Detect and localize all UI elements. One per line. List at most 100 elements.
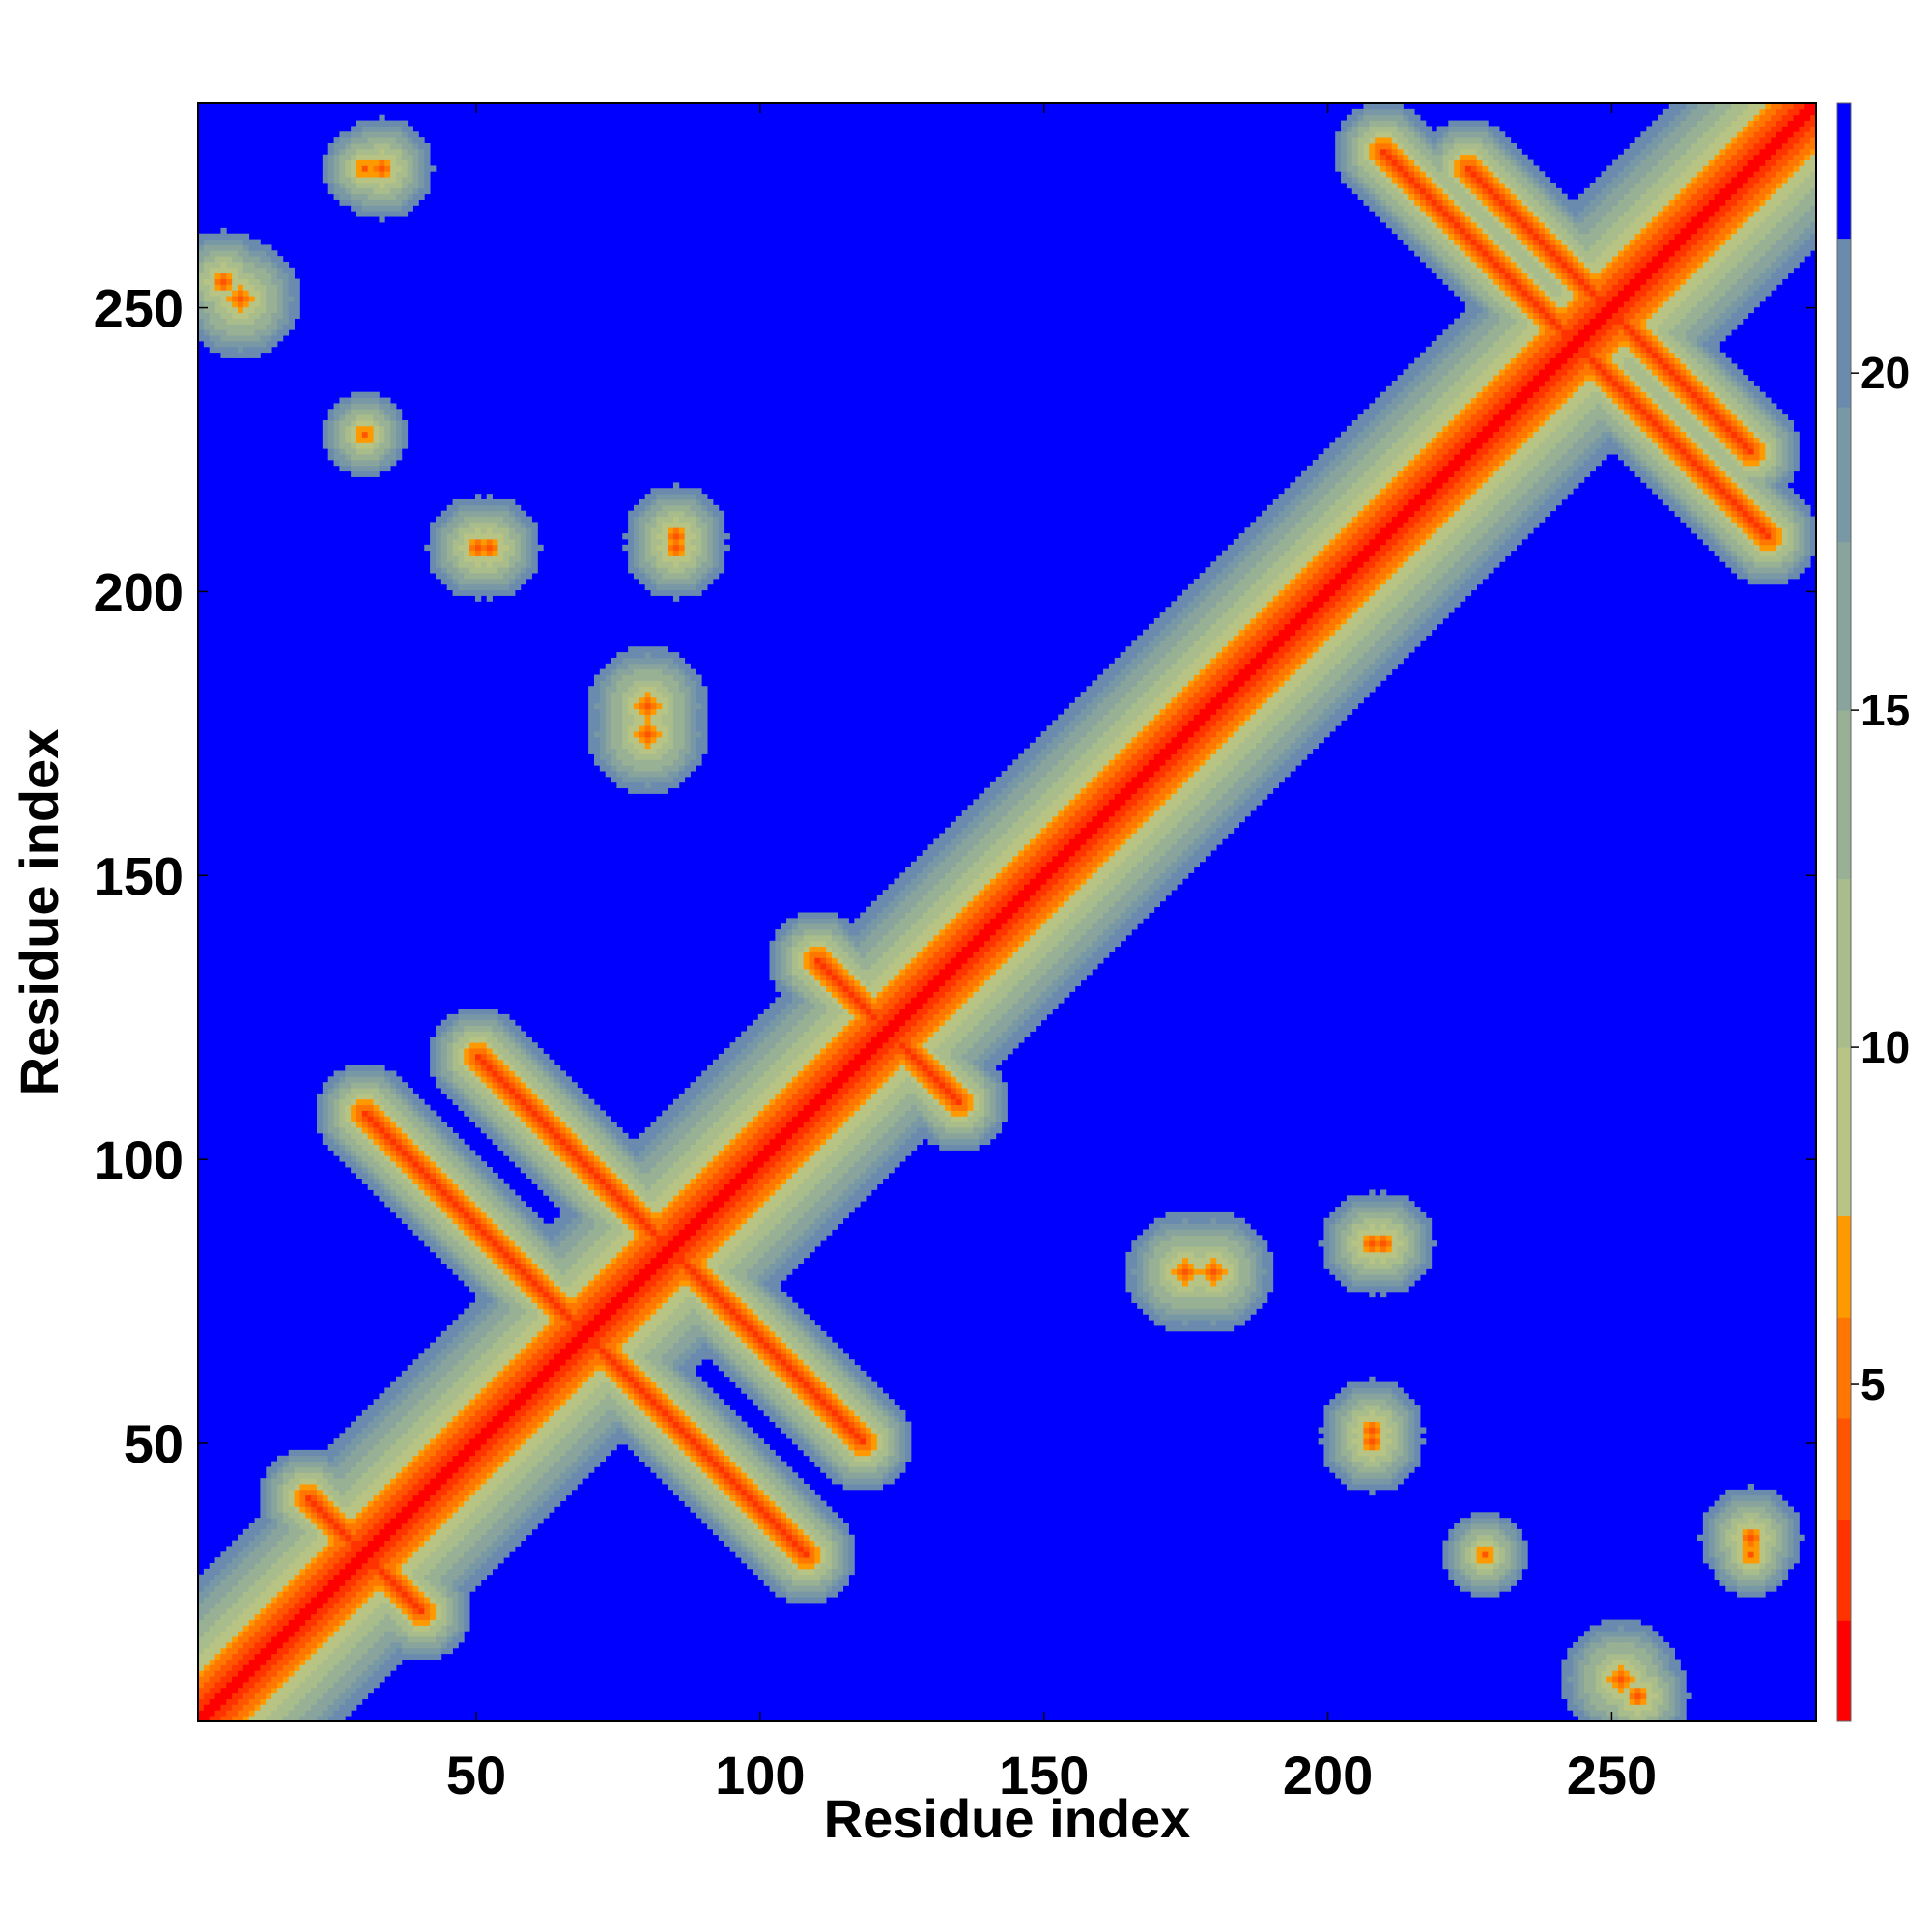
heatmap-cell [390,1105,396,1111]
heatmap-cell [232,1625,238,1631]
heatmap-cell [334,1456,340,1462]
heatmap-cell [271,1648,277,1654]
heatmap-cell [356,392,362,398]
heatmap-cell [503,1122,509,1127]
heatmap-cell [481,1365,487,1371]
heatmap-cell [436,1343,441,1349]
heatmap-cell [260,1597,266,1603]
heatmap-cell [515,533,521,539]
heatmap-cell [368,1535,374,1541]
heatmap-cell [469,1422,475,1428]
heatmap-cell [453,1501,459,1507]
heatmap-cell [374,1597,380,1603]
heatmap-cell [515,539,521,545]
heatmap-cell [271,1585,277,1591]
heatmap-cell [469,1258,475,1264]
heatmap-cell [374,121,380,127]
heatmap-cell [430,1636,436,1642]
heatmap-cell [295,279,300,285]
heatmap-cell [503,1438,509,1444]
heatmap-cell [379,126,384,131]
heatmap-cell [317,1523,323,1529]
heatmap-cell [362,1636,368,1642]
heatmap-cell [215,279,221,285]
heatmap-cell [243,1575,249,1580]
heatmap-cell [469,1462,475,1467]
heatmap-cell [396,1184,402,1190]
heatmap-cell [493,1422,498,1428]
heatmap-cell [402,1410,408,1416]
heatmap-cell [226,1631,232,1636]
heatmap-cell [345,420,351,426]
heatmap-cell [249,273,255,279]
heatmap-cell [328,1597,334,1603]
heatmap-cell [515,584,521,590]
heatmap-cell [464,1563,469,1569]
heatmap-cell [430,1207,436,1212]
heatmap-cell [481,1433,487,1438]
heatmap-cell [384,1614,390,1620]
heatmap-cell [509,1422,515,1428]
heatmap-cell [339,1654,345,1660]
heatmap-cell [413,200,419,206]
heatmap-cell [323,1541,328,1547]
heatmap-cell [458,1150,464,1155]
heatmap-cell [226,1551,232,1557]
heatmap-cell [368,1094,374,1099]
heatmap-cell [271,319,277,325]
heatmap-cell [356,1518,362,1523]
heatmap-cell [317,1122,323,1127]
heatmap-cell [249,341,255,347]
heatmap-cell [447,1014,453,1020]
heatmap-cell [210,256,215,262]
heatmap-cell [295,1462,300,1467]
heatmap-cell [374,1506,380,1512]
heatmap-cell [408,1195,413,1201]
heatmap-cell [424,1167,430,1173]
heatmap-cell [328,1636,334,1642]
heatmap-cell [356,1535,362,1541]
heatmap-cell [441,1433,447,1438]
heatmap-cell [238,262,243,268]
heatmap-cell [328,1688,334,1693]
heatmap-cell [464,1207,469,1212]
heatmap-cell [447,1359,453,1365]
heatmap-cell [453,1184,459,1190]
heatmap-cell [317,1710,323,1716]
heatmap-cell [255,1682,261,1688]
heatmap-cell [458,1070,464,1076]
heatmap-cell [339,1094,345,1099]
heatmap-cell [436,1405,441,1410]
heatmap-cell [266,341,271,347]
heatmap-cell [464,1472,469,1478]
heatmap-cell [526,573,532,579]
heatmap-cell [396,137,402,143]
heatmap-cell [368,392,374,398]
heatmap-cell [339,1660,345,1665]
heatmap-cell [249,1670,255,1676]
heatmap-cell [402,1557,408,1563]
heatmap-cell [413,165,419,171]
heatmap-cell [469,1026,475,1032]
heatmap-cell [362,205,368,211]
heatmap-cell [356,121,362,127]
heatmap-cell [447,1472,453,1478]
heatmap-cell [503,1387,509,1393]
heatmap-cell [424,1456,430,1462]
heatmap-cell [323,442,328,448]
heatmap-cell [215,1563,221,1569]
heatmap-cell [356,1546,362,1551]
heatmap-cell [481,1343,487,1349]
heatmap-cell [503,1105,509,1111]
heatmap-cell [408,137,413,143]
heatmap-cell [475,1042,481,1048]
heatmap-cell [487,1195,493,1201]
heatmap-cell [271,1518,277,1523]
heatmap-cell [408,1541,413,1547]
heatmap-cell [469,561,475,567]
heatmap-cell [243,301,249,307]
heatmap-cell [458,1575,464,1580]
heatmap-cell [475,1518,481,1523]
heatmap-cell [334,420,340,426]
heatmap-cell [356,438,362,443]
